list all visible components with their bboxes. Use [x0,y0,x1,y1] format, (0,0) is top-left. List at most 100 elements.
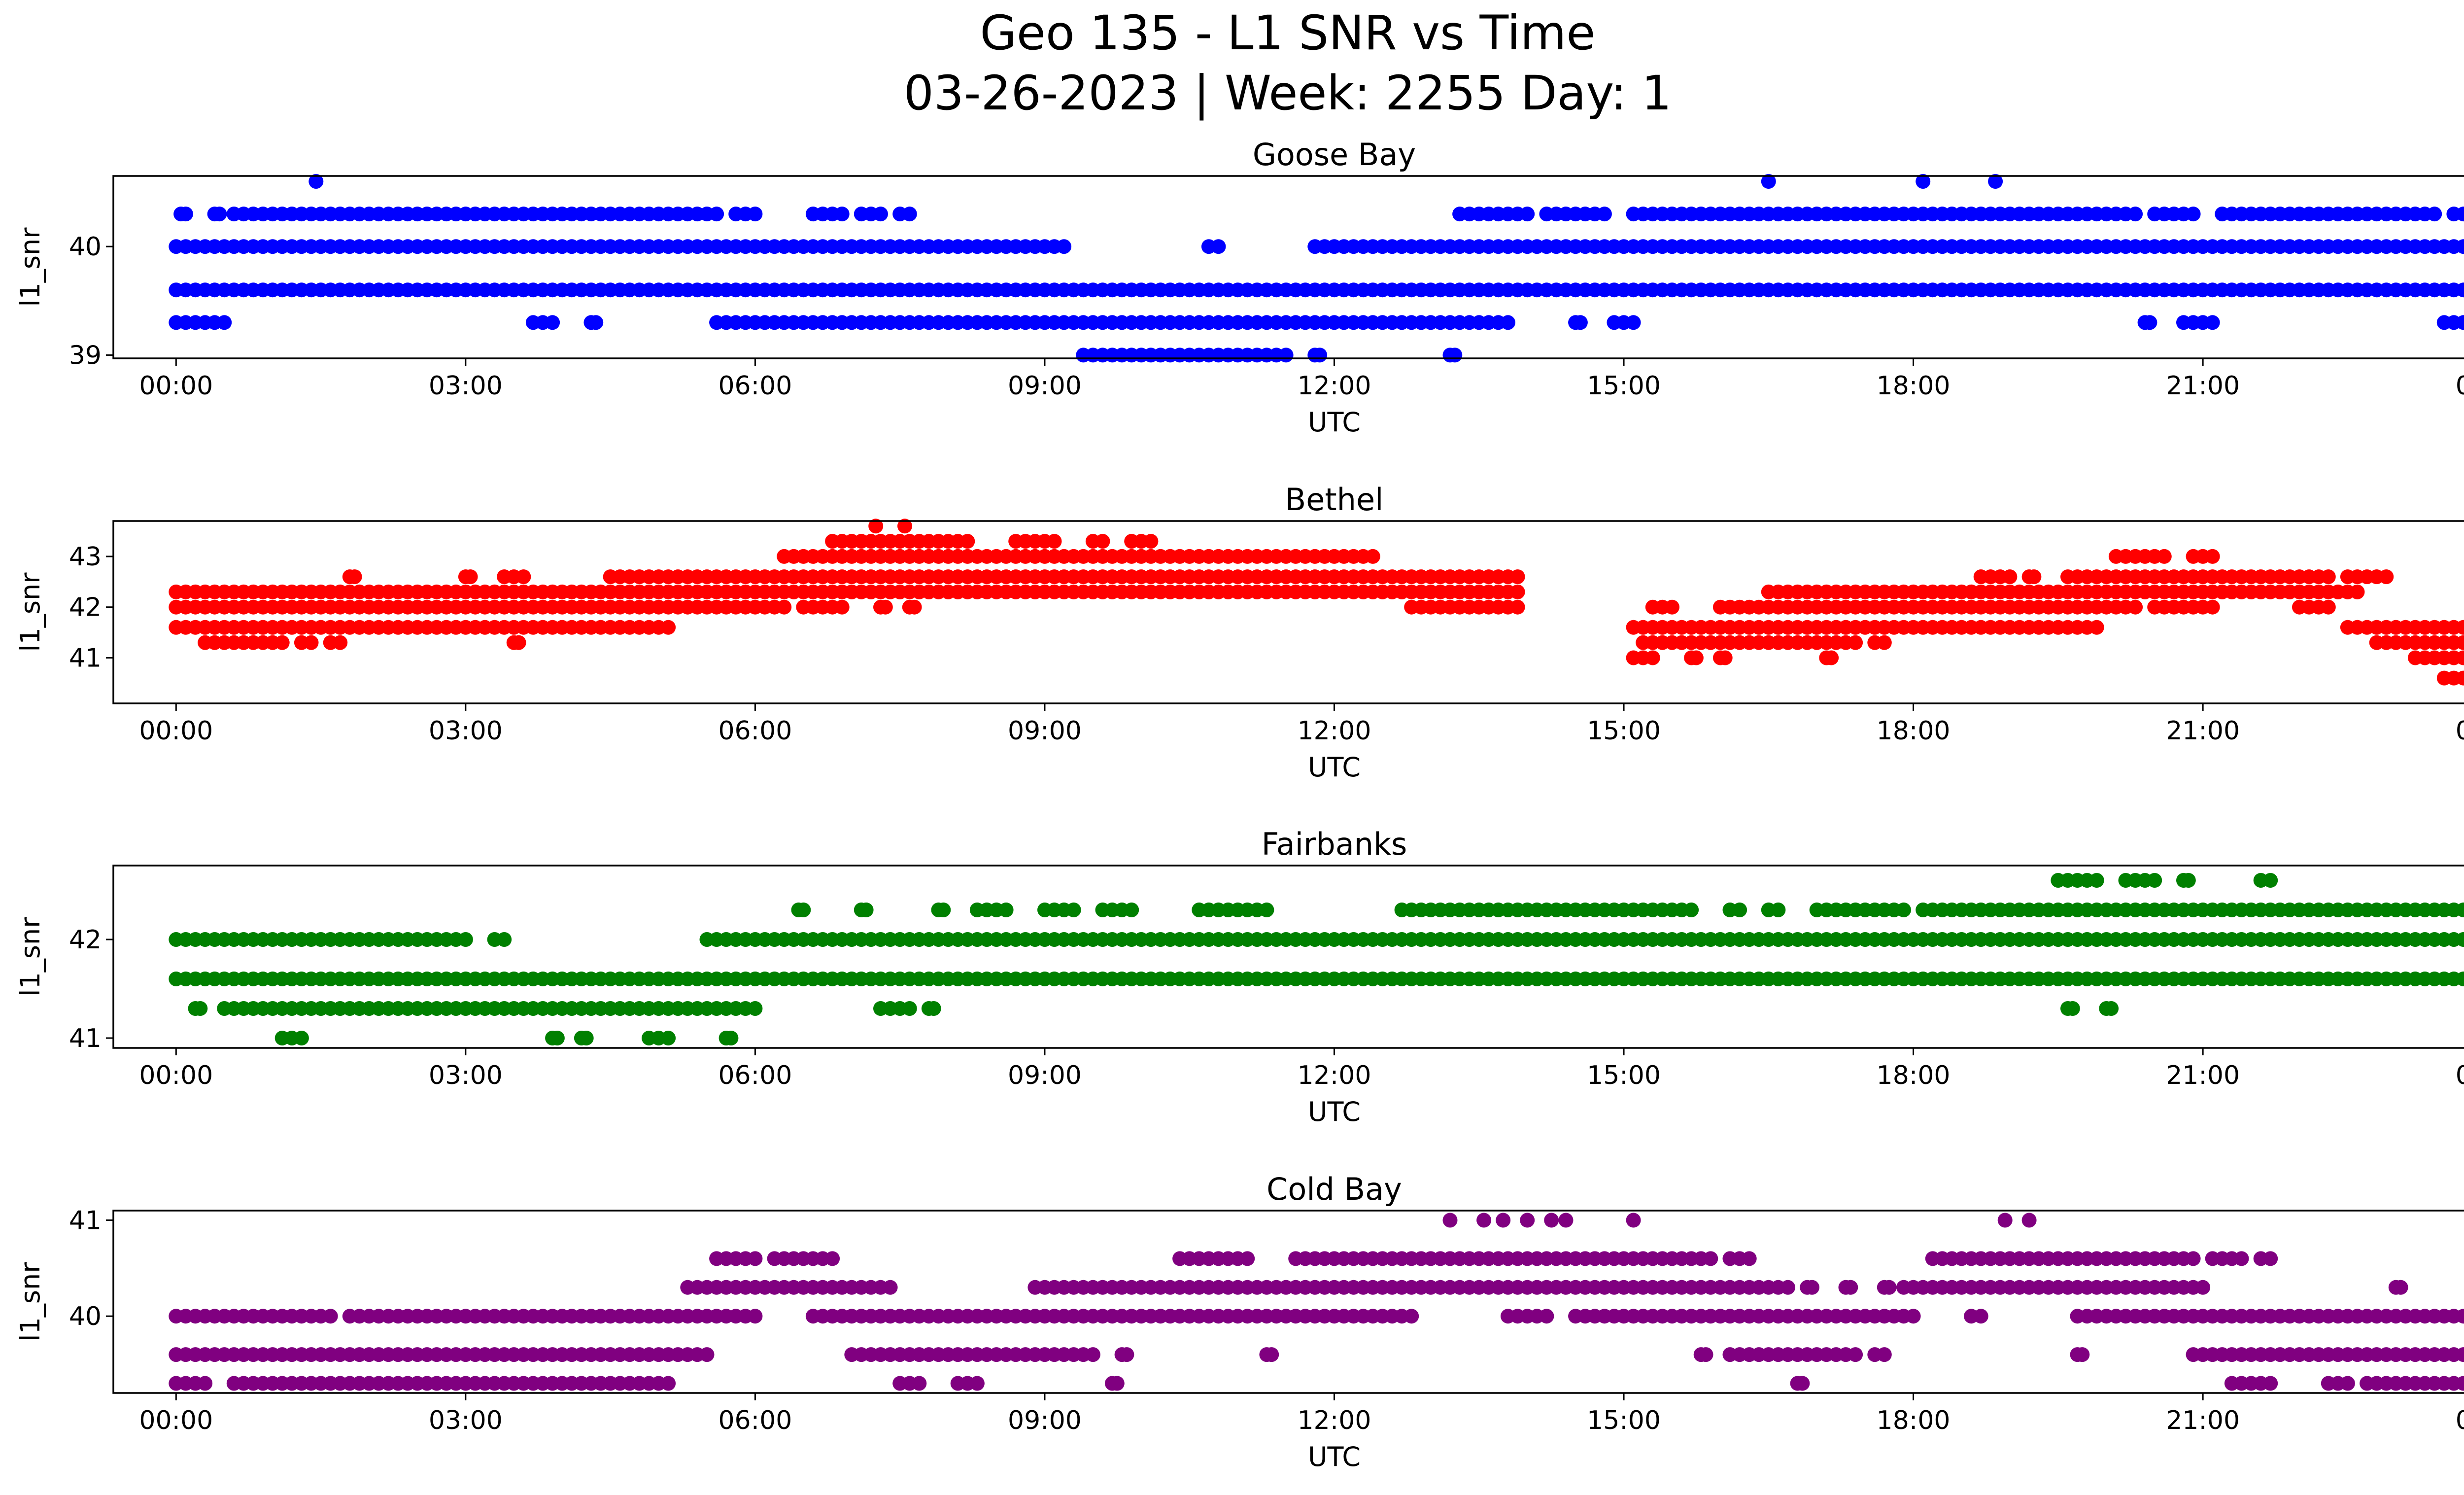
bethel-point [2456,670,2464,686]
bethel-point [333,635,348,650]
bethel-point [1665,599,1679,615]
fairbanks-point [723,1031,739,1045]
goose-bay-point [834,207,850,222]
cold-bay-point [1539,1309,1554,1324]
goose-bay-point [1520,207,1535,222]
cold-bay-point [2456,1309,2464,1324]
bethel-point [2379,569,2394,585]
fairbanks-point [1066,903,1081,917]
goose-bay-point [2456,315,2464,330]
cold-bay-point [2393,1280,2408,1295]
bethel-x-axis-label: UTC [1308,752,1361,783]
cold-bay-x-tick-label: 18:00 [1877,1406,1951,1435]
goose-bay-point [709,207,724,222]
cold-bay-point [1085,1347,1100,1362]
goose-bay-subplot-title: Goose Bay [1253,137,1416,173]
cold-bay-point [1476,1213,1492,1228]
bethel-point [463,569,478,585]
goose-bay-x-tick-label: 00:00 [2456,371,2464,401]
fairbanks-point [1124,903,1139,917]
bethel-point [2350,584,2365,599]
fairbanks-point [294,1031,309,1045]
fairbanks-point [458,932,473,947]
goose-bay-x-tick-label: 00:00 [139,371,213,401]
bethel-y-tick-label: 43 [69,542,102,572]
cold-bay-point [1544,1213,1559,1228]
bethel-point [2089,620,2104,635]
fairbanks-point [998,903,1014,917]
bethel-point [868,519,884,534]
cold-bay-y-tick-label: 40 [69,1302,102,1331]
goose-bay-point [217,315,232,330]
bethel-x-tick-label: 12:00 [1298,716,1371,746]
cold-bay-x-tick-label: 03:00 [429,1406,503,1435]
goose-bay-point [2142,315,2157,330]
cold-bay-x-tick-label: 12:00 [1298,1406,1371,1435]
bethel-y-axis-label: l1_snr [15,572,46,652]
goose-bay-point [1761,174,1776,189]
goose-bay-x-tick-label: 21:00 [2166,371,2240,401]
bethel-point [1095,534,1110,549]
bethel-point [2128,599,2143,615]
cold-bay-point [1882,1280,1897,1295]
fairbanks-point [661,1031,676,1045]
cold-bay-point [1626,1213,1641,1228]
fairbanks-y-tick-label: 42 [69,925,102,955]
cold-bay-point [1973,1309,1988,1324]
bethel-point [2026,569,2042,585]
cold-bay-point [2340,1376,2355,1391]
goose-bay-point [1916,174,1931,189]
cold-bay-point [323,1309,338,1324]
goose-bay-data-points [169,174,2464,363]
goose-bay-point [588,315,604,330]
cold-bay-point [883,1280,898,1295]
fairbanks-point [579,1031,594,1045]
fairbanks-point [2456,932,2464,947]
cold-bay-x-tick-label: 00:00 [2456,1406,2464,1435]
bethel-point [960,534,975,549]
goose-bay-point [212,207,227,222]
cold-bay-point [198,1376,213,1391]
goose-bay-point [748,207,763,222]
bethel-x-tick-label: 21:00 [2166,716,2240,746]
goose-bay-point [545,315,560,330]
goose-bay-point [178,207,193,222]
bethel-point [1047,534,1062,549]
fairbanks-point [2181,873,2196,888]
fairbanks-point [1684,903,1699,917]
fairbanks-x-axis-label: UTC [1308,1096,1361,1127]
cold-bay-point [661,1376,676,1391]
goose-bay-point [1278,348,1294,363]
bethel-x-tick-label: 15:00 [1587,716,1661,746]
figure-title-line-2: 03-26-2023 | Week: 2255 Day: 1 [904,66,1672,121]
bethel-point [777,599,792,615]
bethel-x-tick-label: 00:00 [2456,716,2464,746]
cold-bay-y-axis-label: l1_snr [15,1262,46,1342]
bethel-point [2456,650,2464,665]
bethel-y-tick-label: 42 [69,593,102,623]
fairbanks-point [2147,873,2162,888]
goose-bay-x-tick-label: 03:00 [429,371,503,401]
cold-bay-point [1843,1280,1858,1295]
goose-bay-point [1573,315,1588,330]
fairbanks-point [796,903,811,917]
cold-bay-point [1558,1213,1574,1228]
fairbanks-point [193,1001,208,1016]
goose-bay-x-tick-label: 09:00 [1008,371,1082,401]
cold-bay-point [1703,1251,1718,1266]
fairbanks-point [1896,903,1911,917]
bethel-point [834,599,850,615]
cold-bay-y-tick-label: 41 [69,1206,102,1235]
goose-bay-point [1988,174,2003,189]
bethel-point [1510,584,1525,599]
fairbanks-point [2456,903,2464,917]
bethel-point [347,569,362,585]
bethel-point [304,635,319,650]
goose-bay-point [308,174,324,189]
goose-bay-point [1312,348,1328,363]
cold-bay-point [1442,1213,1458,1228]
bethel-point [1365,549,1380,564]
cold-bay-point [1795,1376,1810,1391]
cold-bay-point [748,1309,763,1324]
